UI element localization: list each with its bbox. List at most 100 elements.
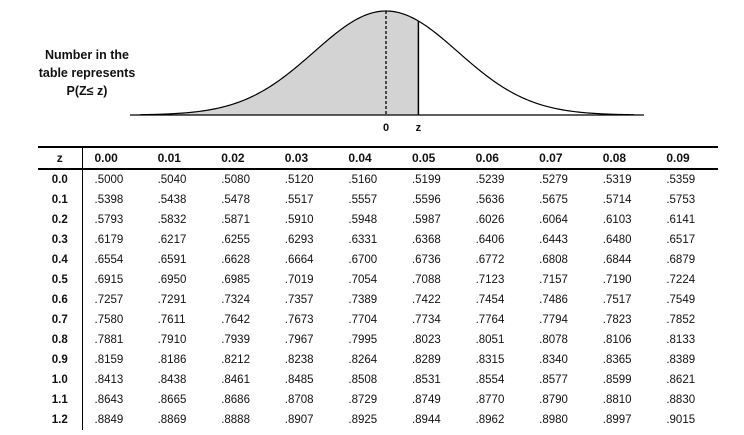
table-cell: .8621 — [666, 374, 696, 386]
row-z-value: 1.0 — [38, 370, 83, 390]
table-cell: .6064 — [539, 214, 568, 226]
table-cell: .5279 — [539, 174, 568, 186]
table-row: 0.7 .7580 .7611 .7642 .7673 .7704 .7734 .7764 .7… — [38, 310, 718, 330]
table-cell: .8599 — [602, 374, 632, 386]
table-cell: .7224 — [666, 274, 696, 286]
table-cell: .8643 — [94, 394, 124, 406]
table-cell: .6517 — [666, 234, 696, 246]
table-cell: .8413 — [94, 374, 124, 386]
table-row: 0.5 .6915 .6950 .6985 .7019 .7054 .7088 .7123 .7… — [38, 270, 718, 290]
table-cell: .7939 — [221, 334, 250, 346]
table-cell: .7422 — [411, 294, 441, 306]
table-cell: .8023 — [411, 334, 441, 346]
column-header: 0.00 — [82, 146, 146, 170]
table-cell: .6331 — [348, 234, 378, 246]
table-cell: .8531 — [411, 374, 441, 386]
table-cell: .8925 — [348, 414, 378, 426]
table-cell: .7157 — [539, 274, 568, 286]
table-cell: .8944 — [411, 414, 441, 426]
table-cell: .5438 — [157, 194, 187, 206]
table-cell: .5910 — [284, 214, 314, 226]
table-cell: .7357 — [284, 294, 314, 306]
table-cell: .6255 — [221, 234, 250, 246]
table-cell: .5080 — [221, 174, 250, 186]
table-cell: .8888 — [221, 414, 250, 426]
table-cell: .8264 — [348, 354, 378, 366]
row-z-value: 1.1 — [38, 390, 83, 410]
row-z-value: 0.1 — [38, 190, 83, 210]
table-cell: .7967 — [284, 334, 314, 346]
table-row: 0.1 .5398 .5438 .5478 .5517 .5557 .5596 .5636 .5… — [38, 190, 718, 210]
table-cell: .7486 — [539, 294, 568, 306]
table-cell: .6179 — [94, 234, 124, 246]
table-cell: .8159 — [94, 354, 124, 366]
table-cell: .7823 — [602, 314, 632, 326]
table-cell: .6103 — [602, 214, 632, 226]
table-cell: .6736 — [411, 254, 441, 266]
table-cell: .7454 — [475, 294, 505, 306]
table-cell: .8238 — [284, 354, 314, 366]
table-cell: .6026 — [475, 214, 505, 226]
table-body: 0.0 .5000 .5040 .5080 .5120 .5160 .5199 .5239 .5… — [38, 169, 718, 430]
table-cell: .5319 — [602, 174, 632, 186]
row-z-value: 1.2 — [38, 410, 83, 430]
table-cell: .8577 — [539, 374, 568, 386]
table-cell: .5160 — [348, 174, 378, 186]
table-cell: .5753 — [666, 194, 696, 206]
column-header-z: z — [38, 146, 83, 170]
table-row: 0.8 .7881 .7910 .7939 .7967 .7995 .8023 .8051 .8… — [38, 330, 718, 350]
table-cell: .5987 — [411, 214, 441, 226]
row-z-value: 0.0 — [38, 169, 83, 190]
table-cell: .8962 — [475, 414, 505, 426]
column-header: 0.07 — [527, 146, 591, 170]
table-cell: .8749 — [411, 394, 441, 406]
table-cell: .5359 — [666, 174, 696, 186]
table-cell: .5239 — [475, 174, 505, 186]
table-cell: .8461 — [221, 374, 250, 386]
table-cell: .6700 — [348, 254, 378, 266]
table-cell: .6808 — [539, 254, 568, 266]
row-z-value: 0.4 — [38, 250, 83, 270]
table-row: 0.9 .8159 .8186 .8212 .8238 .8264 .8289 .8315 .8… — [38, 350, 718, 370]
table-cell: .5040 — [157, 174, 187, 186]
table-cell: .9015 — [666, 414, 696, 426]
table-cell: .7734 — [411, 314, 441, 326]
row-z-value: 0.3 — [38, 230, 83, 250]
table-cell: .7852 — [666, 314, 696, 326]
table-row: 0.6 .7257 .7291 .7324 .7357 .7389 .7422 .7454 .7… — [38, 290, 718, 310]
table-cell: .7517 — [602, 294, 632, 306]
table-cell: .8212 — [221, 354, 250, 366]
table-cell: .8869 — [157, 414, 187, 426]
table-cell: .8554 — [475, 374, 505, 386]
table-cell: .8340 — [539, 354, 568, 366]
axis-label-z: z — [416, 122, 422, 134]
table-cell: .8365 — [602, 354, 632, 366]
table-row: 0.4 .6554 .6591 .6628 .6664 .6700 .6736 .6772 .6… — [38, 250, 718, 270]
table-cell: .6554 — [94, 254, 124, 266]
column-header: 0.01 — [145, 146, 210, 170]
table-row: 0.0 .5000 .5040 .5080 .5120 .5160 .5199 .5239 .5… — [38, 169, 718, 190]
row-z-value: 0.7 — [38, 310, 83, 330]
table-cell: .8133 — [666, 334, 696, 346]
table-cell: .7291 — [157, 294, 187, 306]
row-z-value: 0.9 — [38, 350, 83, 370]
z-table: z 0.00 0.01 0.02 0.03 0.04 0.05 0.06 0.07 0.08 0.0… — [38, 146, 718, 430]
table-cell: .7257 — [94, 294, 124, 306]
axis-label-zero: 0 — [383, 122, 389, 134]
table-cell: .5675 — [539, 194, 568, 206]
table-cell: .5832 — [157, 214, 187, 226]
table-cell: .6915 — [94, 274, 124, 286]
table-cell: .6772 — [475, 254, 505, 266]
table-cell: .5478 — [221, 194, 250, 206]
row-z-value: 0.2 — [38, 210, 83, 230]
row-z-value: 0.8 — [38, 330, 83, 350]
table-cell: .7673 — [284, 314, 314, 326]
column-header: 0.06 — [463, 146, 528, 170]
table-cell: .7580 — [94, 314, 124, 326]
caption-line-2: table represents — [38, 66, 136, 80]
row-z-value: 0.6 — [38, 290, 83, 310]
table-cell: .6368 — [411, 234, 441, 246]
column-header: 0.03 — [272, 146, 337, 170]
bell-curve — [139, 10, 635, 116]
table-cell: .6141 — [666, 214, 696, 226]
